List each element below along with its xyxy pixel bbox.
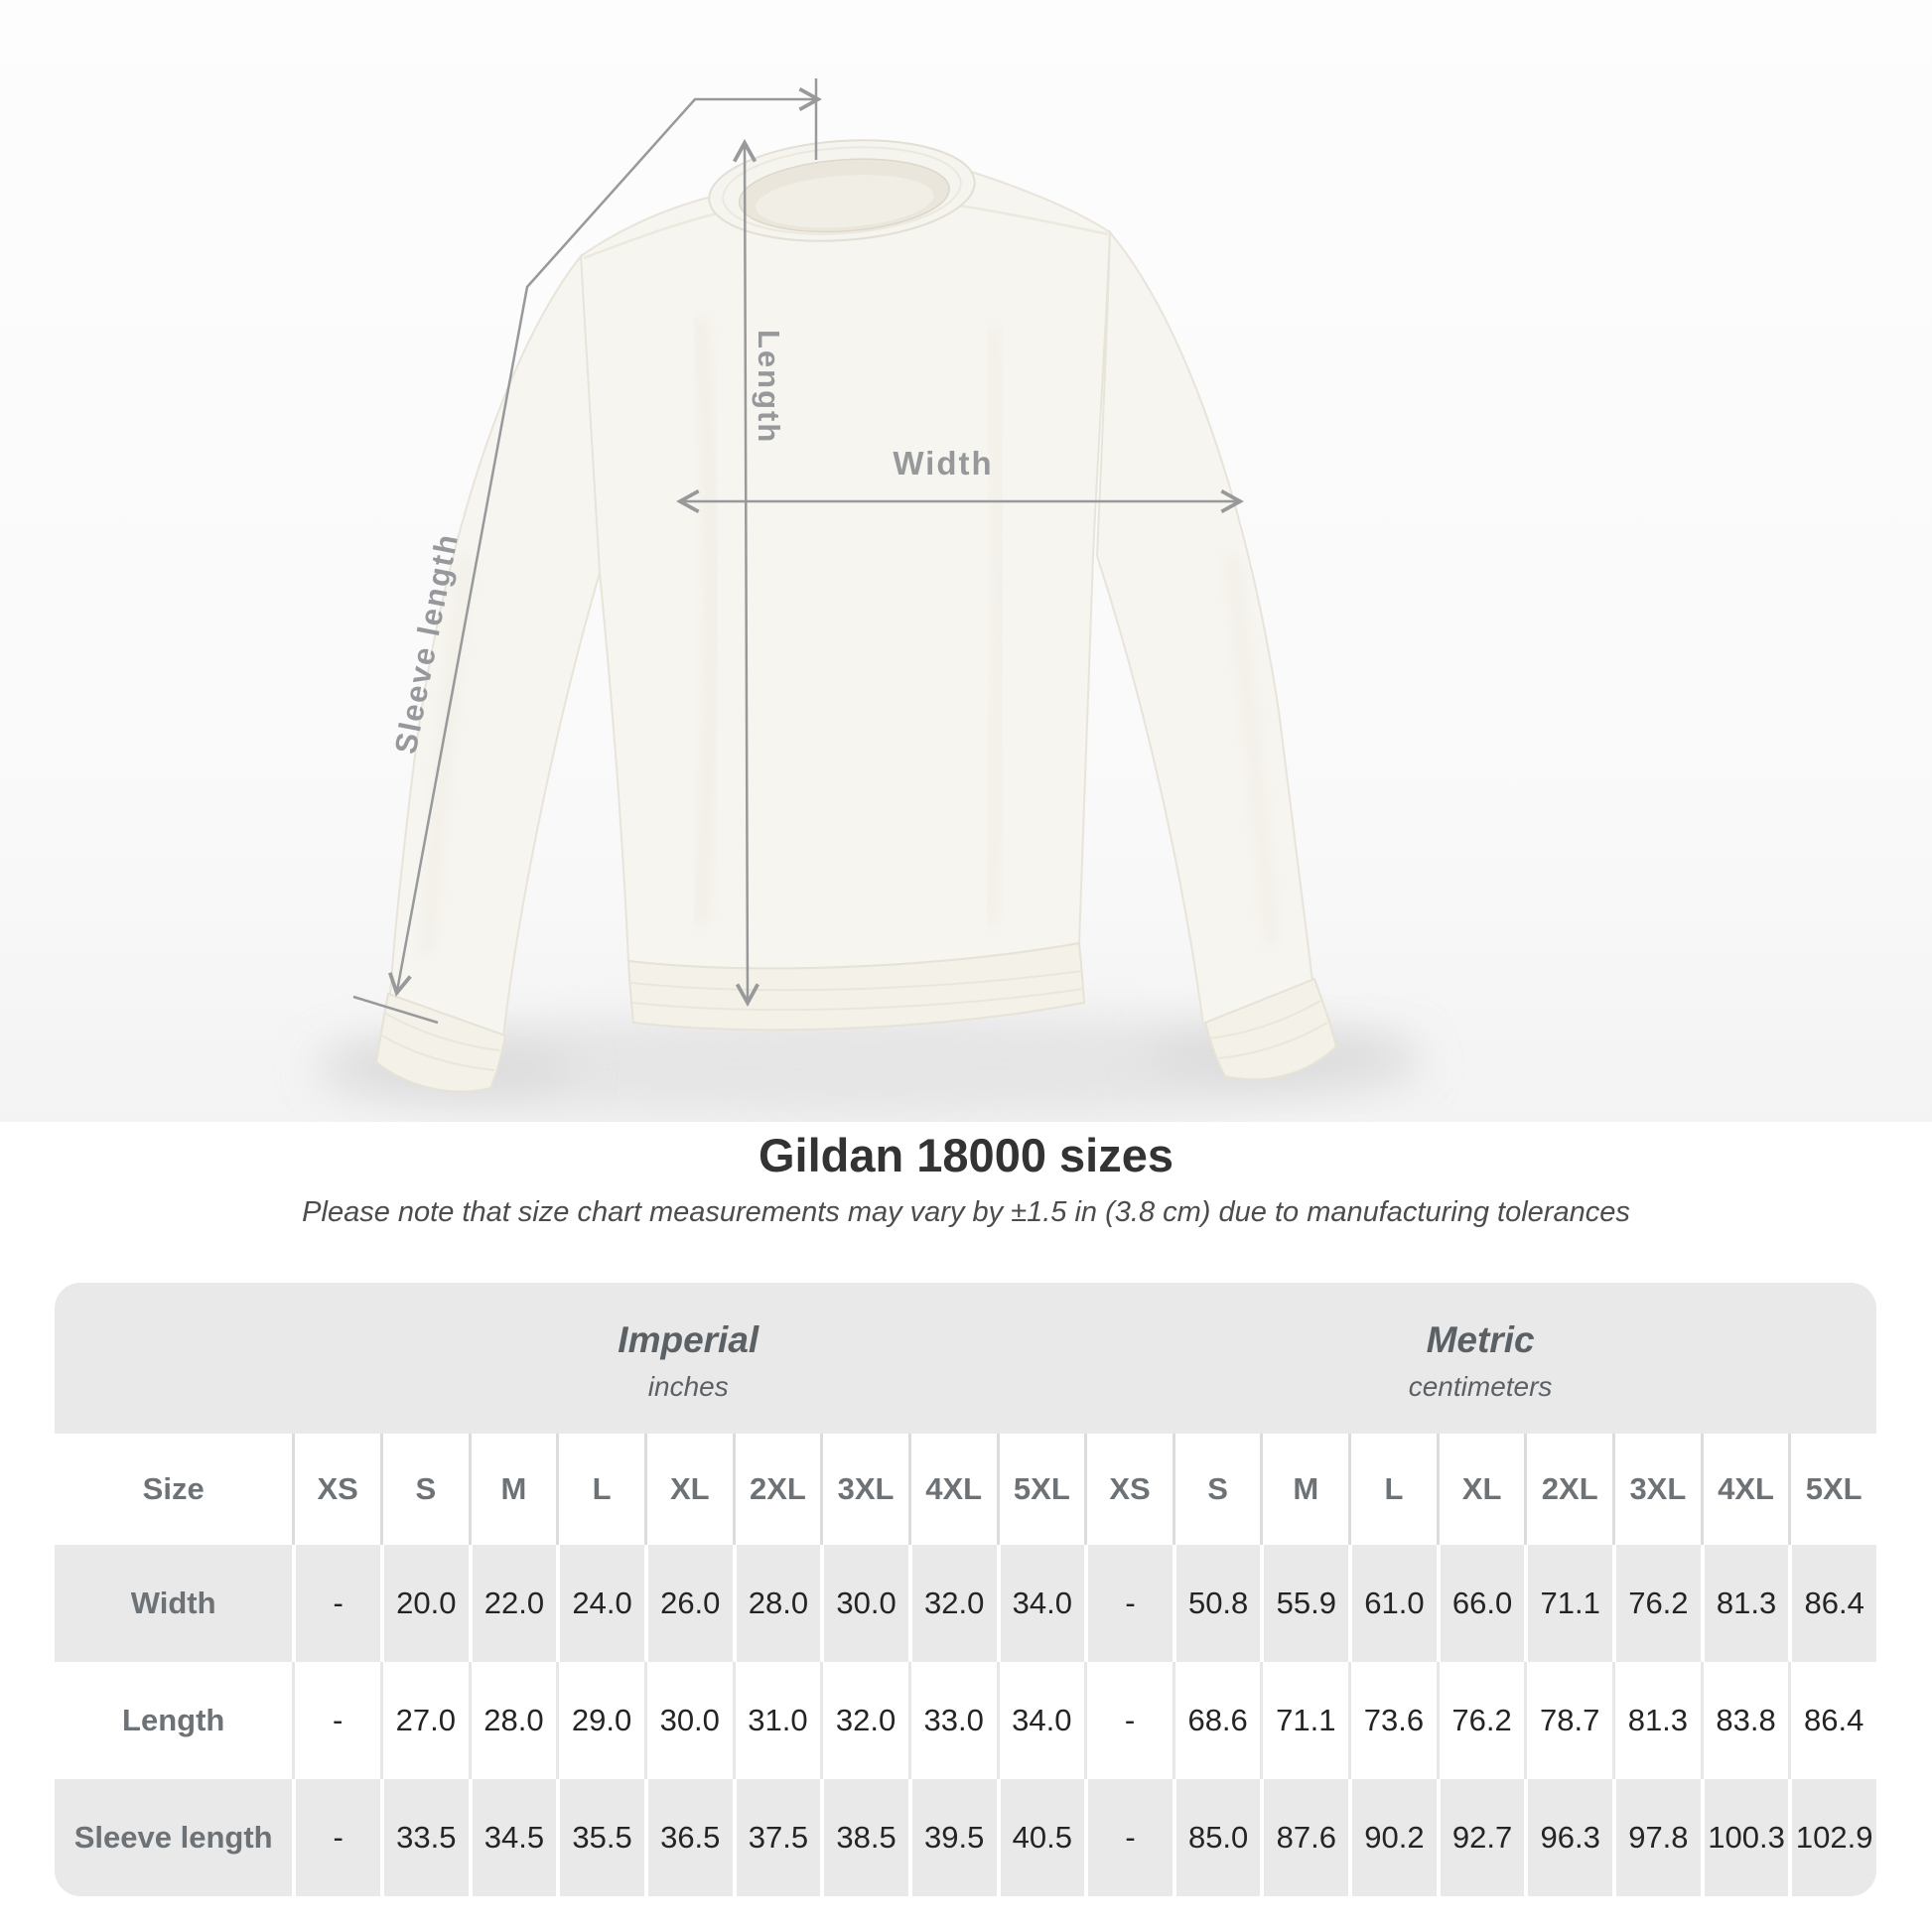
tolerance-note: Please note that size chart measurements…: [302, 1196, 1630, 1228]
value-metric-r0-c2: 55.9: [1260, 1545, 1349, 1662]
unit-header-imperial: Imperial inches: [292, 1283, 1085, 1434]
unit-header-metric: Metric centimeters: [1084, 1283, 1876, 1434]
right-cuff: [1203, 977, 1338, 1081]
value-metric-r0-c6: 76.2: [1612, 1545, 1701, 1662]
value-imperial-r0-c0: -: [292, 1545, 380, 1662]
value-metric-r2-c7: 100.3: [1700, 1779, 1789, 1896]
sleeve-measure-line: [388, 86, 822, 997]
value-metric-r2-c4: 92.7: [1436, 1779, 1525, 1896]
value-imperial-r2-c5: 37.5: [732, 1779, 821, 1896]
size-header-imperial-5XL: 5XL: [996, 1434, 1085, 1545]
value-metric-r0-c4: 66.0: [1436, 1545, 1525, 1662]
page-title: Gildan 18000 sizes: [758, 1129, 1174, 1181]
value-metric-r1-c5: 78.7: [1524, 1662, 1613, 1779]
value-imperial-r2-c4: 36.5: [643, 1779, 733, 1896]
value-metric-r0-c5: 71.1: [1524, 1545, 1613, 1662]
value-imperial-r2-c8: 40.5: [996, 1779, 1085, 1896]
value-metric-r0-c8: 86.4: [1788, 1545, 1876, 1662]
imperial-sub-label: inches: [647, 1371, 729, 1402]
measurement-annotations: [352, 78, 1244, 1025]
value-metric-r1-c1: 68.6: [1172, 1662, 1261, 1779]
sleeve-measure-cuff-tick: [352, 995, 439, 1025]
value-imperial-r2-c6: 38.5: [820, 1779, 908, 1896]
size-header-metric-S: S: [1172, 1434, 1261, 1545]
length-measure-label: Length: [752, 330, 786, 445]
value-imperial-r2-c1: 33.5: [379, 1779, 469, 1896]
value-metric-r1-c0: -: [1084, 1662, 1173, 1779]
size-column-header: Size: [55, 1434, 293, 1545]
size-header-imperial-XS: XS: [292, 1434, 380, 1545]
value-imperial-r1-c3: 29.0: [556, 1662, 644, 1779]
value-imperial-r2-c0: -: [292, 1779, 380, 1896]
width-measure-label: Width: [893, 445, 994, 482]
value-metric-r1-c4: 76.2: [1436, 1662, 1525, 1779]
size-header-metric-5XL: 5XL: [1788, 1434, 1876, 1545]
metric-sub-label: centimeters: [1408, 1371, 1553, 1402]
row-label-0: Width: [55, 1545, 293, 1662]
row-label-2: Sleeve length: [55, 1779, 293, 1896]
size-header-metric-3XL: 3XL: [1612, 1434, 1701, 1545]
value-metric-r2-c8: 102.9: [1788, 1779, 1876, 1896]
value-imperial-r1-c4: 30.0: [643, 1662, 733, 1779]
value-metric-r1-c8: 86.4: [1788, 1662, 1876, 1779]
value-metric-r2-c3: 90.2: [1348, 1779, 1437, 1896]
value-imperial-r1-c7: 33.0: [907, 1662, 997, 1779]
value-imperial-r0-c6: 30.0: [820, 1545, 908, 1662]
value-imperial-r0-c7: 32.0: [907, 1545, 997, 1662]
size-header-imperial-S: S: [379, 1434, 469, 1545]
sweatshirt-body: [579, 156, 1112, 970]
value-imperial-r0-c8: 34.0: [996, 1545, 1085, 1662]
size-header-metric-2XL: 2XL: [1524, 1434, 1613, 1545]
hem-band: [626, 941, 1086, 1032]
value-metric-r1-c7: 83.8: [1700, 1662, 1789, 1779]
size-header-metric-XL: XL: [1436, 1434, 1525, 1545]
size-header-imperial-M: M: [468, 1434, 557, 1545]
value-metric-r0-c7: 81.3: [1700, 1545, 1789, 1662]
value-metric-r2-c6: 97.8: [1612, 1779, 1701, 1896]
value-imperial-r2-c3: 35.5: [556, 1779, 644, 1896]
value-imperial-r1-c2: 28.0: [468, 1662, 557, 1779]
product-photo: Length Width Sleeve length: [0, 0, 1932, 1122]
size-header-metric-M: M: [1260, 1434, 1349, 1545]
row-label-1: Length: [55, 1662, 293, 1779]
value-imperial-r1-c8: 34.0: [996, 1662, 1085, 1779]
value-metric-r0-c0: -: [1084, 1545, 1173, 1662]
value-metric-r0-c1: 50.8: [1172, 1545, 1261, 1662]
size-header-imperial-2XL: 2XL: [732, 1434, 821, 1545]
value-imperial-r0-c5: 28.0: [732, 1545, 821, 1662]
value-metric-r2-c2: 87.6: [1260, 1779, 1349, 1896]
value-imperial-r1-c0: -: [292, 1662, 380, 1779]
value-imperial-r0-c4: 26.0: [643, 1545, 733, 1662]
value-metric-r0-c3: 61.0: [1348, 1545, 1437, 1662]
size-header-imperial-XL: XL: [643, 1434, 733, 1545]
value-metric-r1-c6: 81.3: [1612, 1662, 1701, 1779]
size-table-grid: Imperial inches Metric centimeters Size X…: [55, 1283, 1876, 1896]
value-metric-r1-c3: 73.6: [1348, 1662, 1437, 1779]
size-header-metric-L: L: [1348, 1434, 1437, 1545]
unit-header-spacer: [55, 1283, 293, 1434]
value-imperial-r0-c2: 22.0: [468, 1545, 557, 1662]
value-metric-r2-c0: -: [1084, 1779, 1173, 1896]
value-metric-r2-c1: 85.0: [1172, 1779, 1261, 1896]
size-header-metric-4XL: 4XL: [1700, 1434, 1789, 1545]
value-imperial-r1-c5: 31.0: [732, 1662, 821, 1779]
value-imperial-r0-c3: 24.0: [556, 1545, 644, 1662]
value-metric-r1-c2: 71.1: [1260, 1662, 1349, 1779]
value-imperial-r2-c7: 39.5: [907, 1779, 997, 1896]
imperial-label: Imperial: [618, 1319, 759, 1360]
size-header-imperial-3XL: 3XL: [820, 1434, 908, 1545]
size-header-metric-XS: XS: [1084, 1434, 1173, 1545]
value-imperial-r1-c1: 27.0: [379, 1662, 469, 1779]
value-imperial-r0-c1: 20.0: [379, 1545, 469, 1662]
metric-label: Metric: [1426, 1319, 1535, 1360]
value-metric-r2-c5: 96.3: [1524, 1779, 1613, 1896]
value-imperial-r2-c2: 34.5: [468, 1779, 557, 1896]
size-header-imperial-4XL: 4XL: [907, 1434, 997, 1545]
size-header-imperial-L: L: [556, 1434, 644, 1545]
sweatshirt-diagram-svg: [0, 0, 1932, 1122]
value-imperial-r1-c6: 32.0: [820, 1662, 908, 1779]
length-measure-line: [732, 139, 760, 1007]
